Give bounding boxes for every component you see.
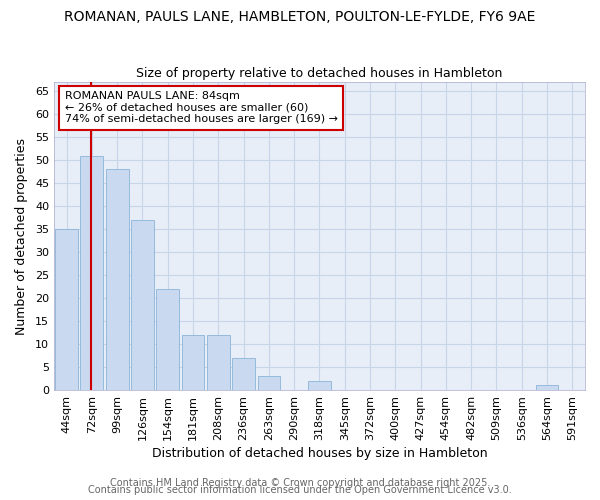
Bar (80, 156, 103, 390)
Bar (257, 376, 280, 390)
Text: Contains HM Land Registry data © Crown copyright and database right 2025.: Contains HM Land Registry data © Crown c… (110, 478, 490, 488)
Bar (131, 220, 154, 390)
Bar (182, 335, 205, 390)
Title: Size of property relative to detached houses in Hambleton: Size of property relative to detached ho… (136, 66, 503, 80)
Text: Contains public sector information licensed under the Open Government Licence v3: Contains public sector information licen… (88, 485, 512, 495)
Text: ROMANAN, PAULS LANE, HAMBLETON, POULTON-LE-FYLDE, FY6 9AE: ROMANAN, PAULS LANE, HAMBLETON, POULTON-… (64, 10, 536, 24)
Bar (536, 386, 559, 390)
Bar (207, 335, 230, 390)
Bar (157, 289, 179, 390)
Bar (55, 229, 78, 390)
Bar (232, 358, 255, 390)
Bar (308, 381, 331, 390)
Text: ROMANAN PAULS LANE: 84sqm
← 26% of detached houses are smaller (60)
74% of semi-: ROMANAN PAULS LANE: 84sqm ← 26% of detac… (65, 92, 338, 124)
Y-axis label: Number of detached properties: Number of detached properties (15, 138, 28, 334)
X-axis label: Distribution of detached houses by size in Hambleton: Distribution of detached houses by size … (152, 447, 487, 460)
Bar (106, 170, 128, 390)
